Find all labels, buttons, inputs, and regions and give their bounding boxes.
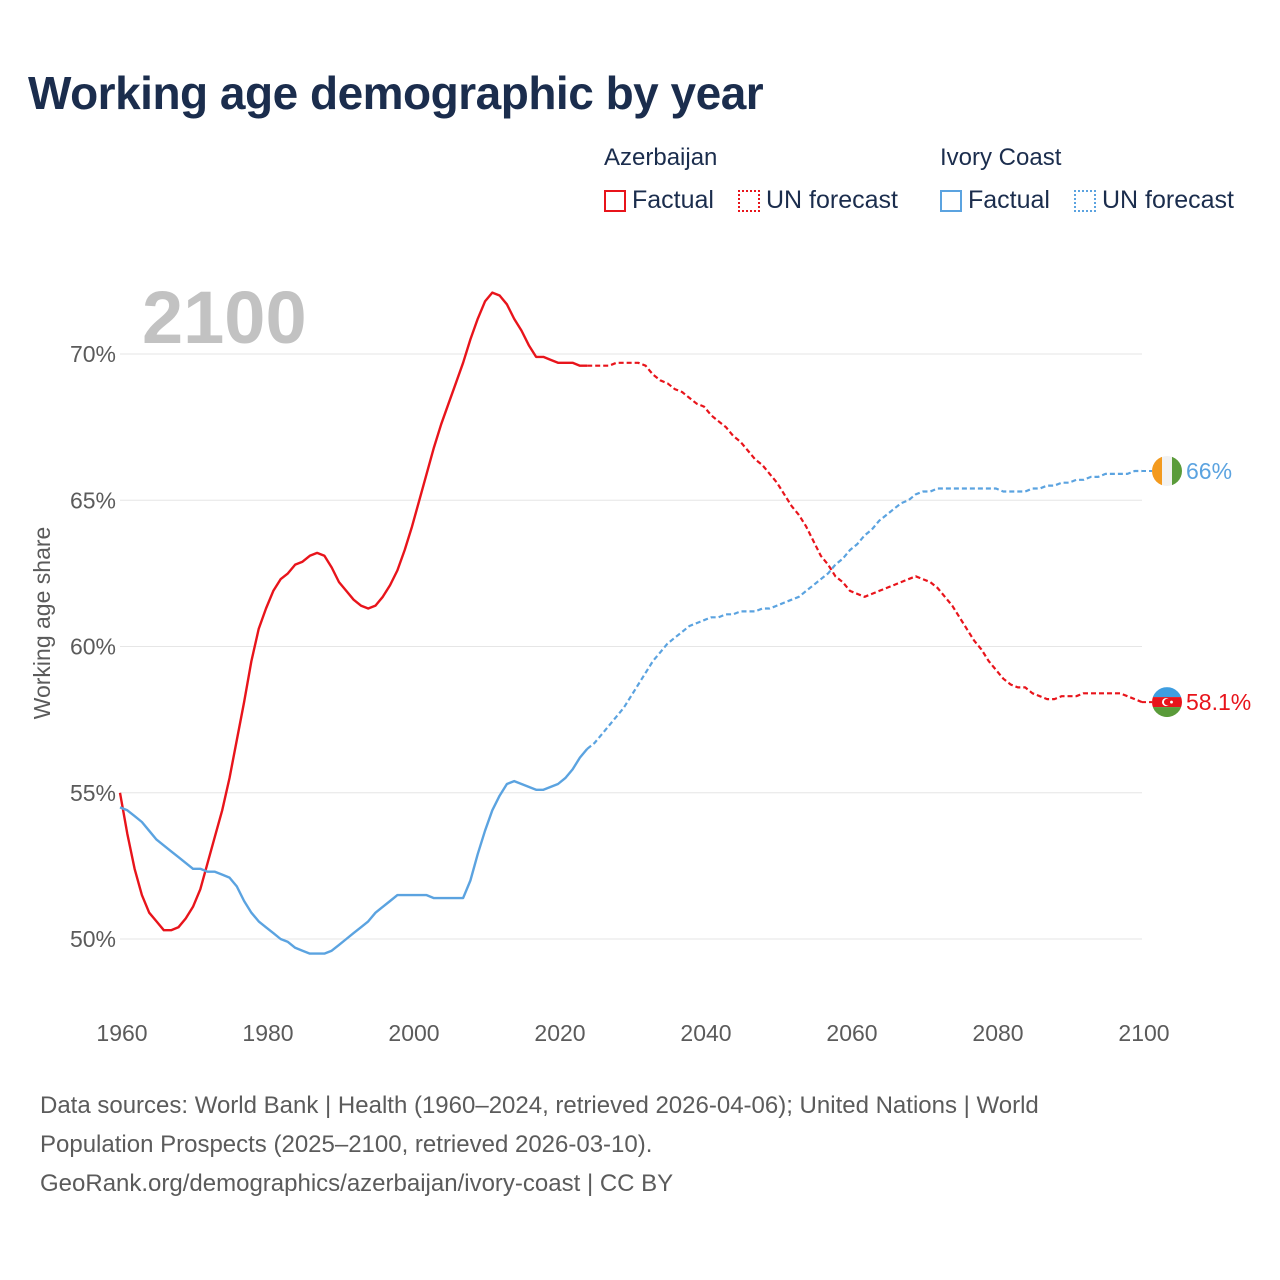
x-tick-labels: 1960 1980 2000 2020 2040 2060 2080 2100 — [96, 1020, 1169, 1046]
grid-lines — [120, 353, 1142, 940]
x-tick-label: 2000 — [388, 1020, 439, 1046]
y-tick-label: 65% — [70, 487, 116, 513]
ivory-coast-flag-icon — [1152, 456, 1182, 486]
ivory-coast-forecast-line[interactable] — [586, 469, 1142, 750]
x-tick-label: 1980 — [242, 1020, 293, 1046]
legend-ivory-coast-factual[interactable]: Factual — [940, 186, 1050, 215]
legend-ivory-coast-forecast[interactable]: UN forecast — [1074, 186, 1234, 215]
legend-swatch-dotted — [738, 189, 760, 212]
legend-group-ivory-coast: Ivory Coast — [940, 144, 1062, 171]
y-tick-label: 50% — [70, 926, 116, 952]
x-tick-label: 2060 — [826, 1020, 877, 1046]
ivory-coast-end-value-label: 66% — [1186, 458, 1232, 484]
azerbaijan-end-value-label: 58.1% — [1186, 689, 1251, 715]
azerbaijan-factual-line[interactable] — [118, 291, 588, 932]
legend-label: UN forecast — [1102, 186, 1234, 214]
y-tick-label: 70% — [70, 341, 116, 367]
footer-attribution[interactable]: GeoRank.org/demographics/azerbaijan/ivor… — [40, 1170, 674, 1197]
footer-sources-line1: Data sources: World Bank | Health (1960–… — [40, 1092, 1039, 1119]
legend-swatch-dotted — [1074, 189, 1096, 212]
legend-swatch-solid — [940, 189, 962, 212]
y-tick-labels: 50% 55% 60% 65% 70% — [70, 341, 116, 952]
end-markers: 58.1% 66% — [1142, 456, 1251, 718]
y-axis-label: Working age share — [29, 527, 55, 720]
legend-label: Factual — [968, 186, 1050, 214]
footer-sources-line2: Population Prospects (2025–2100, retriev… — [40, 1131, 653, 1158]
ivory-coast-factual-line[interactable] — [119, 748, 589, 955]
y-tick-label: 60% — [70, 634, 116, 660]
x-tick-label: 2020 — [534, 1020, 585, 1046]
chart-title: Working age demographic by year — [28, 67, 764, 119]
y-tick-label: 55% — [70, 780, 116, 806]
azerbaijan-forecast-line[interactable] — [587, 361, 1143, 704]
legend-azerbaijan-factual[interactable]: Factual — [604, 186, 714, 215]
x-tick-label: 2100 — [1118, 1020, 1169, 1046]
legend-azerbaijan-forecast[interactable]: UN forecast — [738, 186, 898, 215]
azerbaijan-flag-icon — [1152, 687, 1182, 718]
legend-label: UN forecast — [766, 186, 898, 214]
series-layer — [118, 291, 1143, 955]
footer: Data sources: World Bank | Health (1960–… — [40, 1086, 1220, 1203]
legend-label: Factual — [632, 186, 714, 214]
legend-swatch-solid — [604, 189, 626, 212]
legend-group-azerbaijan: Azerbaijan — [604, 144, 718, 171]
x-tick-label: 2080 — [972, 1020, 1023, 1046]
x-tick-label: 1960 — [96, 1020, 147, 1046]
x-tick-label: 2040 — [680, 1020, 731, 1046]
year-label: 2100 — [142, 276, 307, 359]
